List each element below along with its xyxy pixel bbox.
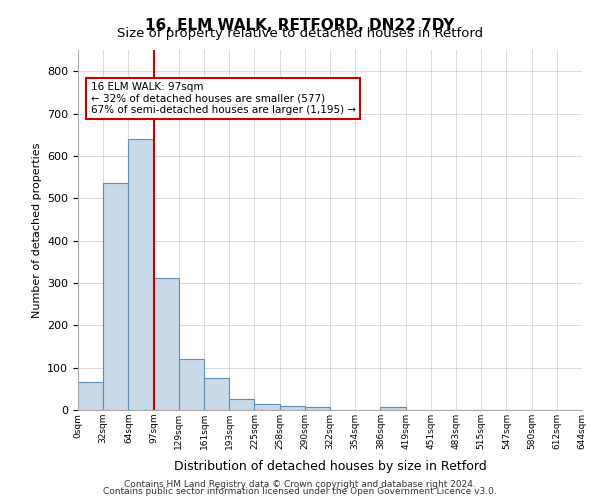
Text: 16, ELM WALK, RETFORD, DN22 7DY: 16, ELM WALK, RETFORD, DN22 7DY [145,18,455,32]
Bar [103,184,128,410]
X-axis label: Distribution of detached houses by size in Retford: Distribution of detached houses by size … [173,460,487,473]
Bar [154,278,179,410]
Bar [229,398,254,410]
Bar [254,404,280,410]
Bar [78,382,103,410]
Text: Contains HM Land Registry data © Crown copyright and database right 2024.: Contains HM Land Registry data © Crown c… [124,480,476,489]
Y-axis label: Number of detached properties: Number of detached properties [32,142,41,318]
Bar [305,407,330,410]
Bar [128,139,154,410]
Bar [179,359,204,410]
Bar [380,406,406,410]
Text: 16 ELM WALK: 97sqm
← 32% of detached houses are smaller (577)
67% of semi-detach: 16 ELM WALK: 97sqm ← 32% of detached hou… [91,82,356,115]
Bar [280,406,305,410]
Bar [204,378,229,410]
Text: Size of property relative to detached houses in Retford: Size of property relative to detached ho… [117,28,483,40]
Text: Contains public sector information licensed under the Open Government Licence v3: Contains public sector information licen… [103,487,497,496]
